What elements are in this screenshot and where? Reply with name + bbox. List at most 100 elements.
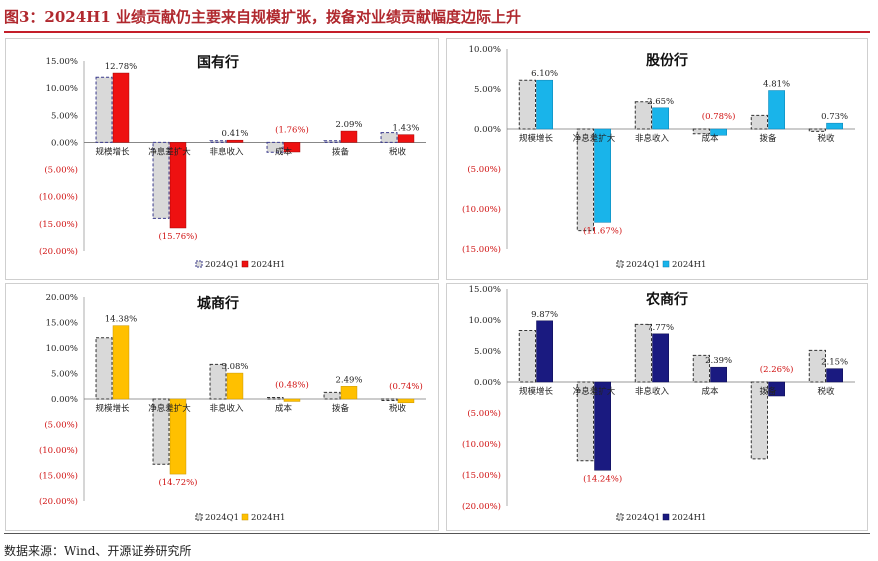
bar-2024q1 xyxy=(750,381,769,460)
y-tick-label: (10.00%) xyxy=(39,192,78,203)
data-label: (15.76%) xyxy=(158,231,197,242)
data-label: (0.74%) xyxy=(389,381,423,392)
category-label: 规模增长 xyxy=(95,146,130,157)
data-label: (0.48%) xyxy=(275,379,309,390)
legend-label-2024q1: 2024Q1 xyxy=(205,260,239,270)
bar-2024h1 xyxy=(536,79,553,130)
y-tick-label: 15.00% xyxy=(469,285,501,295)
data-label: 4.81% xyxy=(763,80,790,90)
bar-2024q1 xyxy=(576,381,594,462)
chart-rural-banks: 农商行 15.00% 10.00% 5.00% 0.00% (5.00%) (10.00%)… xyxy=(462,285,855,523)
legend: 2024Q1 2024H1 xyxy=(195,513,285,523)
bar-2024q1 xyxy=(152,398,170,465)
y-tick-label: (5.00%) xyxy=(467,408,501,419)
legend-label-2024q1: 2024Q1 xyxy=(626,260,660,270)
y-tick-label: 15.00% xyxy=(46,57,78,67)
bar-2024h1 xyxy=(226,139,244,143)
title-rule xyxy=(4,31,870,33)
y-tick-label: (5.00%) xyxy=(44,165,78,176)
legend-label-2024h1: 2024H1 xyxy=(251,513,285,523)
bar-2024h1 xyxy=(826,122,843,130)
data-label: 14.38% xyxy=(105,315,137,325)
bar-2024q1 xyxy=(750,114,769,130)
bar-2024q1 xyxy=(266,141,284,153)
data-label: 6.10% xyxy=(531,69,558,79)
chart-panel-joint-stock-banks: 股份行 10.00% 5.00% 0.00% (5.00%) (10.00%) (15.00… xyxy=(446,38,868,280)
y-tick-label: (5.00%) xyxy=(467,164,501,175)
chart-city-banks: 城商行 20.00% 15.00% 10.00% 5.00% 0.00% (5.00%) (1… xyxy=(39,293,426,523)
category-label: 税收 xyxy=(389,146,407,157)
y-tick-label: (10.00%) xyxy=(462,204,501,215)
category-label: 规模增长 xyxy=(519,133,554,144)
legend: 2024Q1 2024H1 xyxy=(616,513,706,523)
bar-2024q1 xyxy=(323,391,341,400)
chart-title: 城商行 xyxy=(197,295,239,312)
data-label: 2.39% xyxy=(705,356,732,366)
legend-label-2024h1: 2024H1 xyxy=(251,260,285,270)
bar-2024h1 xyxy=(226,372,244,400)
y-tick-label: (10.00%) xyxy=(39,445,78,456)
bar-2024q1 xyxy=(209,140,227,143)
category-label: 成本 xyxy=(701,133,719,144)
legend-swatch-2024q1 xyxy=(616,513,624,521)
bar-2024h1 xyxy=(283,398,301,402)
bar-2024q1 xyxy=(518,330,537,383)
y-tick-label: (10.00%) xyxy=(462,439,501,450)
legend-label-2024q1: 2024Q1 xyxy=(626,513,660,523)
bar-2024q1 xyxy=(266,396,284,400)
chart-panel-state-banks: 国有行 15.00% 10.00% 5.00% 0.00% (5.00%) (10.00%)… xyxy=(5,38,439,280)
chart-title: 国有行 xyxy=(197,54,239,71)
bar-2024h1 xyxy=(112,72,130,143)
bar-2024h1 xyxy=(652,333,669,383)
y-tick-label: 0.00% xyxy=(474,378,501,388)
bar-2024h1 xyxy=(652,107,669,130)
legend-swatch-2024q1 xyxy=(195,513,203,521)
y-tick-label: (5.00%) xyxy=(44,420,78,431)
bar-2024h1 xyxy=(340,130,358,143)
bar-2024q1 xyxy=(808,128,827,132)
category-label: 税收 xyxy=(817,133,835,144)
y-tick-label: (15.00%) xyxy=(462,244,501,255)
data-label: 9.87% xyxy=(531,310,558,320)
y-tick-label: 10.00% xyxy=(46,84,78,94)
category-label: 非息收入 xyxy=(635,133,670,144)
bar-2024h1 xyxy=(169,398,187,475)
chart-joint-stock-banks: 股份行 10.00% 5.00% 0.00% (5.00%) (10.00%) (15.00… xyxy=(462,45,855,270)
y-tick-label: 10.00% xyxy=(46,344,78,354)
category-label: 净息差扩大 xyxy=(573,386,616,397)
y-tick-label: (15.00%) xyxy=(462,470,501,481)
data-label: (2.26%) xyxy=(760,364,794,375)
y-tick-label: 5.00% xyxy=(51,111,78,121)
bar-2024q1 xyxy=(518,79,537,130)
y-tick-label: (15.00%) xyxy=(39,219,78,230)
bar-2024h1 xyxy=(536,320,553,383)
legend-label-2024h1: 2024H1 xyxy=(672,513,706,523)
legend-swatch-2024h1 xyxy=(662,513,670,521)
data-label: (1.76%) xyxy=(275,124,309,135)
legend-label-2024h1: 2024H1 xyxy=(672,260,706,270)
category-label: 净息差扩大 xyxy=(573,133,616,144)
bar-2024h1 xyxy=(594,381,611,471)
bar-2024q1 xyxy=(634,101,652,130)
chart-state-banks: 国有行 15.00% 10.00% 5.00% 0.00% (5.00%) (10.00%)… xyxy=(39,54,426,270)
y-tick-label: (20.00%) xyxy=(462,501,501,512)
category-label: 成本 xyxy=(701,386,719,397)
data-label: 0.73% xyxy=(821,112,848,122)
category-label: 净息差扩大 xyxy=(148,403,191,414)
bar-2024q1 xyxy=(209,363,227,400)
y-tick-label: 15.00% xyxy=(46,319,78,329)
y-tick-label: 5.00% xyxy=(474,347,501,357)
bar-2024h1 xyxy=(710,366,727,383)
category-label: 成本 xyxy=(275,403,293,414)
data-label: 5.08% xyxy=(221,362,248,372)
data-label: 12.78% xyxy=(105,62,137,72)
category-label: 非息收入 xyxy=(209,146,244,157)
bar-2024h1 xyxy=(826,368,843,383)
bar-2024q1 xyxy=(95,76,113,143)
legend: 2024Q1 2024H1 xyxy=(616,260,706,270)
legend-swatch-2024h1 xyxy=(241,513,249,521)
bar-2024h1 xyxy=(283,142,301,153)
data-label: 1.43% xyxy=(392,124,419,134)
y-tick-label: 0.00% xyxy=(474,125,501,135)
y-tick-label: 10.00% xyxy=(469,316,501,326)
